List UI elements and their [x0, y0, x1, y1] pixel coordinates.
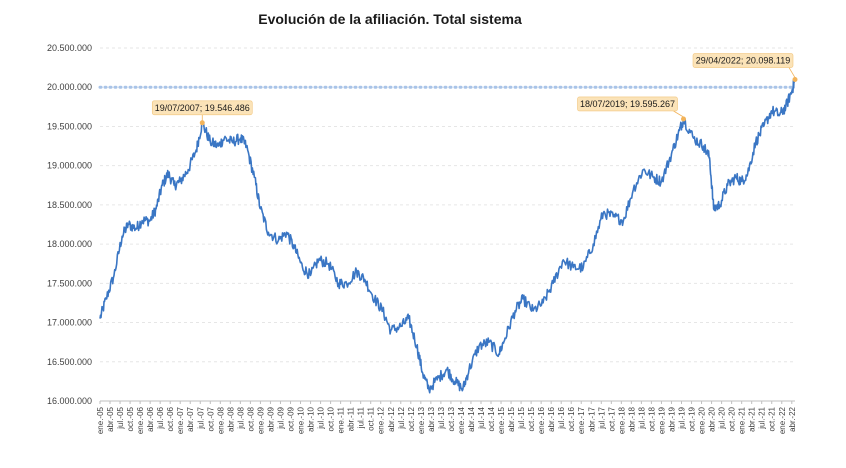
x-tick-label: ene.-22	[778, 406, 787, 434]
x-tick-label: ene.-21	[738, 406, 747, 434]
x-tick-label: abr.-11	[347, 406, 356, 431]
y-tick-label: 16.500.000	[47, 357, 92, 367]
annotation-marker	[199, 120, 205, 126]
annotation-marker	[681, 116, 687, 122]
x-tick-label: ene.-11	[337, 406, 346, 433]
annotation-label: 19/07/2007; 19.546.486	[155, 103, 250, 113]
x-tick-label: ene.-07	[176, 406, 185, 434]
x-tick-label: jul.-10	[317, 406, 326, 429]
x-tick-label: oct.-10	[327, 406, 336, 431]
annotation-box	[151, 100, 253, 116]
y-tick-label: 20.500.000	[47, 43, 92, 53]
x-tick-label: ene.-16	[537, 406, 546, 434]
x-tick-label: abr.-18	[627, 406, 636, 431]
x-tick-label: jul.-08	[236, 406, 245, 429]
x-tick-label: jul.-17	[597, 406, 606, 429]
x-tick-label: oct.-08	[246, 406, 255, 431]
x-tick-label: abr.-08	[226, 406, 235, 431]
x-tick-label: ene.-05	[96, 406, 105, 434]
x-tick-label: ene.-19	[657, 406, 666, 434]
y-tick-label: 16.000.000	[47, 396, 92, 406]
x-tick-label: oct.-18	[647, 406, 656, 431]
x-tick-label: abr.-22	[788, 406, 797, 431]
series-group	[99, 78, 796, 394]
x-tick-label: abr.-14	[467, 406, 476, 431]
x-tick-label: abr.-15	[507, 406, 516, 431]
x-tick-label: abr.-12	[387, 406, 396, 431]
x-tick-label: jul.-09	[276, 406, 285, 429]
x-tick-label: ene.-06	[136, 406, 145, 434]
x-tick-label: abr.-16	[547, 406, 556, 431]
x-axis: ene.-05 abr.-05 jul.-05 oct.-05 ene.-06 abr.-…	[96, 400, 797, 434]
annotation-label: 29/04/2022; 20.098.119	[696, 56, 790, 66]
x-tick-label: oct.-20	[728, 406, 737, 431]
chart-title: Evolución de la afiliación. Total sistem…	[258, 11, 522, 27]
x-tick-label: jul.-16	[557, 406, 566, 429]
x-tick-label: oct.-13	[447, 406, 456, 431]
annotation-leader	[788, 67, 796, 78]
x-tick-label: ene.-12	[377, 406, 386, 434]
x-tick-label: oct.-21	[768, 406, 777, 431]
y-tick-label: 19.000.000	[47, 161, 92, 171]
x-tick-label: ene.-13	[417, 406, 426, 434]
y-tick-label: 17.000.000	[47, 318, 92, 328]
x-tick-label: abr.-13	[427, 406, 436, 431]
annotation-leader	[673, 110, 684, 118]
y-tick-label: 20.000.000	[47, 82, 92, 92]
x-tick-label: jul.-07	[196, 406, 205, 429]
x-tick-label: jul.-13	[437, 406, 446, 429]
x-tick-label: oct.-12	[407, 406, 416, 431]
x-tick-label: ene.-20	[698, 406, 707, 434]
x-tick-label: oct.-05	[126, 406, 135, 431]
x-tick-label: abr.-06	[146, 406, 155, 431]
x-tick-label: jul.-11	[357, 406, 366, 429]
x-tick-label: oct.-06	[166, 406, 175, 431]
x-tick-label: jul.-18	[637, 406, 646, 429]
x-tick-label: abr.-19	[667, 406, 676, 431]
x-tick-label: oct.-15	[527, 406, 536, 431]
x-tick-label: jul.-12	[397, 406, 406, 429]
x-tick-label: jul.-21	[758, 406, 767, 429]
x-tick-label: abr.-17	[587, 406, 596, 431]
x-tick-label: jul.-06	[156, 406, 165, 429]
x-tick-label: jul.-05	[116, 406, 125, 429]
x-tick-label: abr.-07	[186, 406, 195, 431]
x-tick-label: jul.-15	[517, 406, 526, 429]
x-tick-label: oct.-09	[286, 406, 295, 431]
x-tick-label: oct.-19	[688, 406, 697, 431]
x-tick-label: abr.-05	[106, 406, 115, 431]
x-tick-label: abr.-21	[748, 406, 757, 431]
y-tick-label: 18.000.000	[47, 239, 92, 249]
x-tick-label: oct.-07	[206, 406, 215, 431]
annotation-box	[692, 53, 794, 68]
x-tick-label: ene.-10	[297, 406, 306, 434]
x-tick-label: abr.-09	[266, 406, 275, 431]
annotation-label: 18/07/2019; 19.595.267	[580, 99, 675, 109]
x-tick-label: ene.-18	[617, 406, 626, 434]
annotation-marker	[792, 77, 798, 83]
x-tick-label: jul.-14	[477, 406, 486, 429]
y-axis: 16.000.000 16.500.000 17.000.000 17.500.000…	[47, 43, 92, 406]
x-tick-label: ene.-09	[256, 406, 265, 434]
y-tick-label: 18.500.000	[47, 200, 92, 210]
x-tick-label: abr.-20	[708, 406, 717, 431]
x-tick-label: ene.-08	[216, 406, 225, 434]
series-line-afiliacion	[99, 78, 796, 394]
x-tick-label: oct.-11	[367, 406, 376, 430]
x-tick-label: ene.-15	[497, 406, 506, 434]
x-tick-label: oct.-17	[607, 406, 616, 431]
x-tick-label: oct.-14	[487, 406, 496, 431]
y-tick-label: 17.500.000	[47, 278, 92, 288]
x-tick-label: jul.-20	[718, 406, 727, 429]
x-tick-label: ene.-14	[457, 406, 466, 434]
x-tick-label: jul.-19	[678, 406, 687, 429]
x-tick-label: abr.-10	[307, 406, 316, 431]
x-tick-label: ene.-17	[577, 406, 586, 434]
y-tick-label: 19.500.000	[47, 121, 92, 131]
x-tick-label: oct.-16	[567, 406, 576, 431]
annotations-group: 19/07/2007; 19.546.486 18/07/2019; 19.595…	[151, 53, 798, 126]
annotation-box	[577, 96, 678, 112]
